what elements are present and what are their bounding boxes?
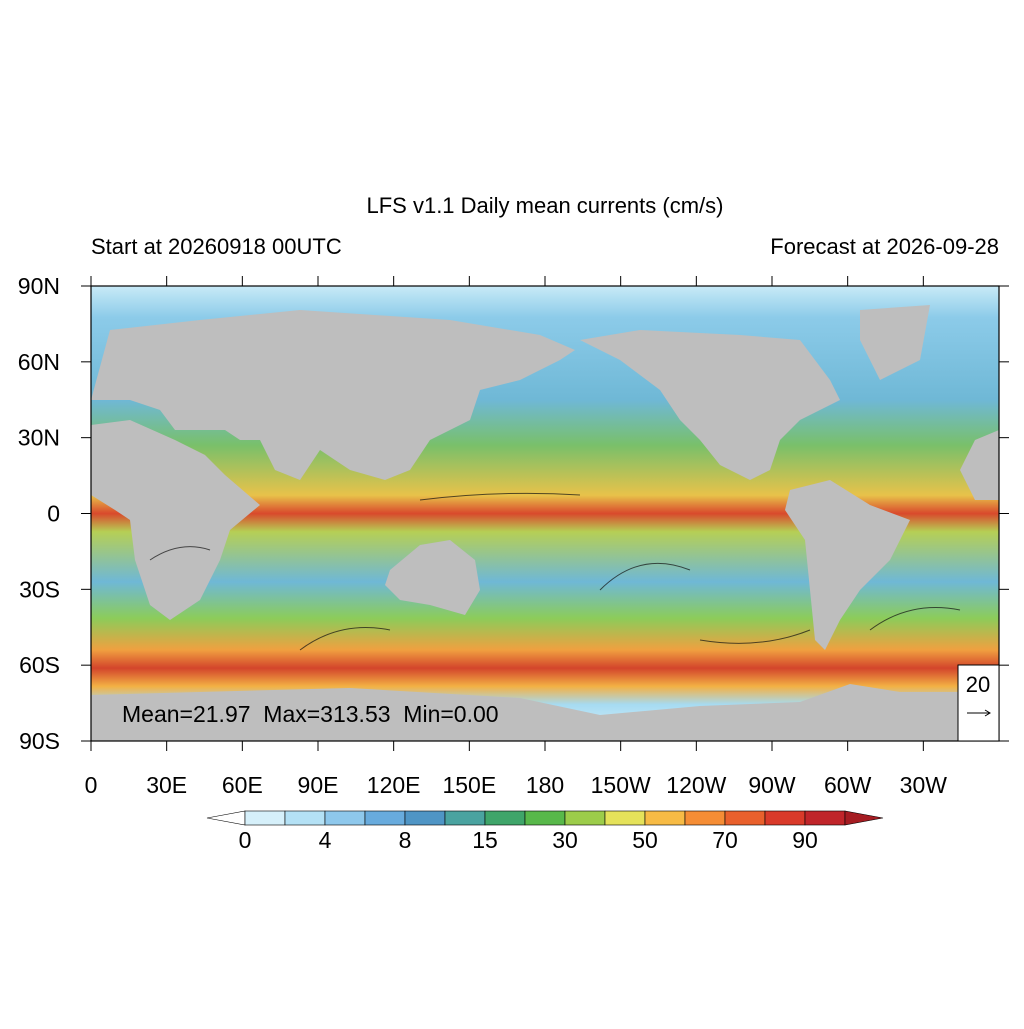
- colorbar-over: [844, 810, 884, 826]
- colorbar-box: [284, 810, 326, 826]
- colorbar-box: [324, 810, 366, 826]
- x-tick-label: 150W: [591, 772, 651, 798]
- y-tick-label: 90N: [18, 273, 60, 299]
- colorbar-label: 8: [399, 827, 412, 853]
- y-tick-label: 0: [47, 501, 60, 527]
- reference-box: [957, 664, 1000, 742]
- colorbar-box: [484, 810, 526, 826]
- x-tick-label: 30E: [146, 772, 187, 798]
- colorbar-box: [644, 810, 686, 826]
- colorbar-label: 15: [472, 827, 498, 853]
- x-tick-label: 120E: [367, 772, 421, 798]
- colorbar-box: [524, 810, 566, 826]
- y-tick-label: 60N: [18, 349, 60, 375]
- subtitle-left: Start at 20260918 00UTC: [91, 234, 342, 259]
- y-tick-label: 30N: [18, 425, 60, 451]
- y-tick-label: 60S: [19, 652, 60, 678]
- y-tick-label: 90S: [19, 728, 60, 754]
- reference-label: 20: [966, 672, 990, 697]
- reference-arrowhead: [984, 709, 991, 717]
- colorbar-label: 50: [632, 827, 658, 853]
- colorbar-box: [564, 810, 606, 826]
- colorbar-under: [206, 810, 246, 826]
- colorbar-box: [684, 810, 726, 826]
- x-tick-label: 60E: [222, 772, 263, 798]
- map-field: [91, 286, 999, 741]
- colorbar-box: [444, 810, 486, 826]
- colorbar-label: 70: [712, 827, 738, 853]
- x-tick-label: 180: [526, 772, 564, 798]
- x-tick-label: 90W: [748, 772, 796, 798]
- colorbar-box: [364, 810, 406, 826]
- colorbar-box: [404, 810, 446, 826]
- y-tick-label: 30S: [19, 576, 60, 602]
- x-tick-label: 120W: [666, 772, 726, 798]
- colorbar-box: [764, 810, 806, 826]
- reference-vector-box: 20: [957, 664, 1000, 742]
- subtitle-right: Forecast at 2026-09-28: [770, 234, 999, 259]
- x-tick-label: 90E: [298, 772, 339, 798]
- x-tick-label: 60W: [824, 772, 872, 798]
- colorbar-label: 4: [319, 827, 332, 853]
- land: [91, 305, 999, 741]
- colorbar: 0 4 8 15 30 50 70 90: [206, 810, 884, 853]
- colorbar-label: 30: [552, 827, 578, 853]
- axes: 0 30E 60E 90E 120E 150E 180 150W 120W 90W 60W 30W 90…: [18, 273, 1009, 798]
- colorbar-box: [244, 810, 286, 826]
- title: LFS v1.1 Daily mean currents (cm/s): [367, 193, 724, 218]
- colorbar-label: 90: [792, 827, 818, 853]
- x-tick-label: 0: [85, 772, 98, 798]
- colorbar-box: [604, 810, 646, 826]
- x-tick-label: 30W: [900, 772, 948, 798]
- current-vectors: [149, 492, 961, 651]
- stats: Mean=21.97 Max=313.53 Min=0.00: [122, 701, 499, 727]
- colorbar-label: 0: [239, 827, 252, 853]
- colorbar-box: [804, 810, 846, 826]
- colorbar-box: [724, 810, 766, 826]
- x-tick-label: 150E: [442, 772, 496, 798]
